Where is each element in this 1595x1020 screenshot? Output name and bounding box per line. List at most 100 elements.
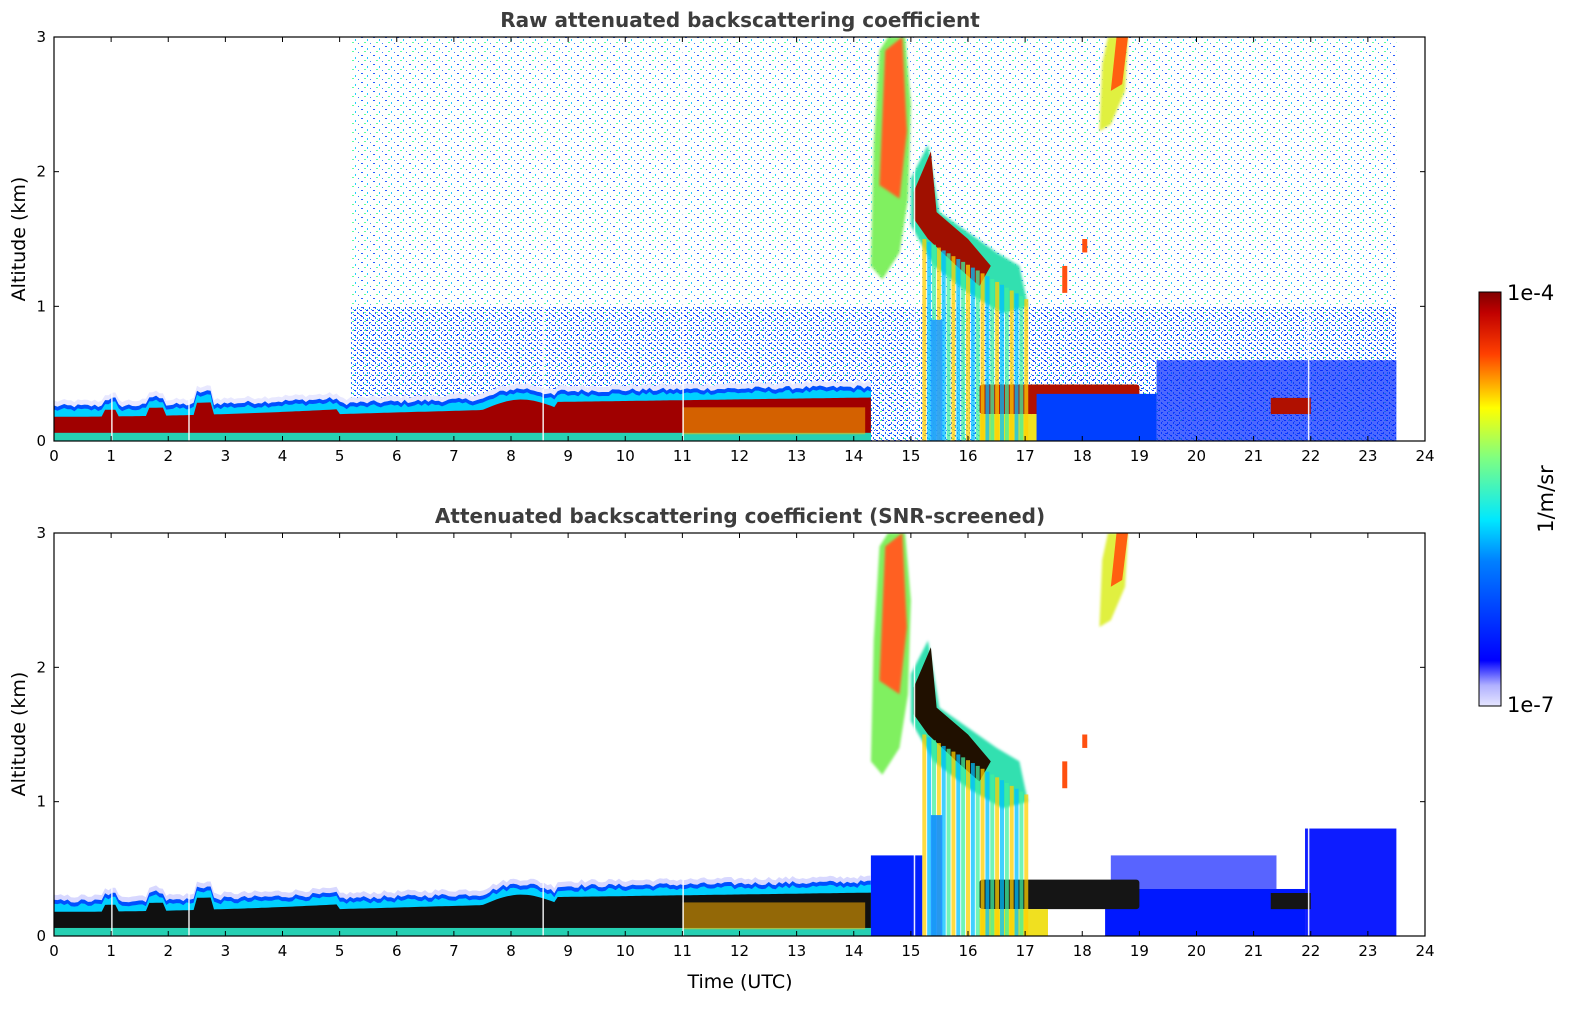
data-gap-line: [188, 533, 190, 936]
heatmap-raw: [54, 37, 1425, 441]
x-tick-label: 19: [1130, 942, 1149, 960]
bl-core: [54, 397, 871, 433]
y-axis-label-screened: Altitude (km): [8, 672, 30, 797]
data-gap-line: [111, 533, 113, 936]
cloud-plume-core: [879, 37, 907, 199]
data-gap-line: [682, 37, 684, 441]
precip-streak: [1009, 785, 1014, 936]
precip-streak: [980, 273, 985, 441]
precip-streak: [1024, 299, 1029, 441]
precip-streak: [975, 270, 980, 441]
x-tick-label: 12: [730, 942, 749, 960]
x-tick-label: 2: [163, 942, 173, 960]
x-tick-label: 24: [1415, 942, 1434, 960]
colorbar-min-label: 1e-7: [1507, 693, 1554, 717]
colorbar-gradient: [1478, 291, 1502, 707]
precip-streak: [946, 748, 951, 936]
x-tick-label: 22: [1301, 942, 1320, 960]
precip-streak: [1024, 794, 1029, 936]
data-gap-line: [682, 533, 684, 936]
x-tick-label: 13: [787, 447, 806, 465]
precip-streak: [966, 264, 971, 441]
x-tick-label: 7: [449, 447, 459, 465]
x-tick-label: 19: [1130, 447, 1149, 465]
data-gap-line: [1307, 533, 1310, 936]
x-tick-label: 23: [1358, 447, 1377, 465]
cloud-wisp: [1062, 761, 1068, 789]
x-tick-label: 14: [844, 447, 863, 465]
x-tick-label: 3: [221, 447, 231, 465]
x-tick-label: 17: [1016, 447, 1035, 465]
x-tick-label: 16: [958, 447, 977, 465]
x-tick-label: 18: [1073, 447, 1092, 465]
x-ticks-screened: 0 1 2 3 4 5 6 7 8 9 10 11 12 13 14 15 16 17 18 19 20 21 22 23 24: [49, 533, 1435, 960]
bl-surface: [54, 432, 871, 441]
precip-streak: [961, 757, 966, 936]
x-tick-label: 1: [106, 942, 116, 960]
x-tick-label: 10: [616, 447, 635, 465]
precip-streak: [970, 763, 975, 936]
x-tick-label: 3: [221, 942, 231, 960]
y-axis-label-raw: Altitude (km): [8, 177, 30, 302]
cloud-layer-core: [913, 151, 991, 287]
evening-surface-blue: [1036, 393, 1157, 441]
x-tick-label: 8: [506, 447, 516, 465]
x-tick-label: 15: [901, 942, 920, 960]
precip-streak: [1009, 290, 1014, 441]
x-tick-label: 9: [563, 942, 573, 960]
precip-streak: [995, 777, 1000, 936]
precip-streak: [927, 241, 932, 441]
x-tick-label: 21: [1244, 447, 1263, 465]
precip-streak: [1004, 287, 1009, 441]
no-data-region: [1396, 533, 1425, 936]
precip-streak: [970, 267, 975, 441]
x-tick-label: 10: [616, 942, 635, 960]
panel-raw: Raw attenuated backscattering coefficien…: [8, 8, 1435, 465]
x-tick-label: 20: [1187, 447, 1206, 465]
precip-streak: [980, 768, 985, 936]
cloud-high-core: [1110, 37, 1128, 91]
x-tick-label: 5: [335, 447, 345, 465]
x-tick-label: 11: [673, 942, 692, 960]
x-tick-label: 6: [392, 942, 402, 960]
x-tick-label: 20: [1187, 942, 1206, 960]
x-tick-label: 5: [335, 942, 345, 960]
x-tick-label: 22: [1301, 447, 1320, 465]
precip-streak: [956, 754, 961, 936]
cloud-plume-core: [879, 533, 907, 695]
cloud-layer-core: [913, 647, 991, 782]
precip-streak: [927, 737, 932, 936]
x-tick-label: 8: [506, 942, 516, 960]
panel-raw-title: Raw attenuated backscattering coefficien…: [500, 8, 980, 32]
x-tick-label: 17: [1016, 942, 1035, 960]
precip-streak: [990, 774, 995, 936]
precip-streak: [922, 734, 927, 936]
colorbar: 1e-4 1e-7 1/m/sr: [1478, 281, 1558, 717]
precip-streak: [999, 780, 1004, 936]
y-tick-label: 1: [36, 793, 46, 811]
x-tick-label: 21: [1244, 942, 1263, 960]
precip-streak: [995, 281, 1000, 441]
residual-layer-b: [1305, 828, 1397, 936]
late-aerosol-patch: [1270, 893, 1311, 910]
precip-column: [930, 319, 943, 441]
data-gap-line: [913, 37, 916, 441]
precip-streak: [1019, 296, 1024, 441]
x-tick-label: 12: [730, 447, 749, 465]
data-gap-line: [111, 37, 113, 441]
x-axis-label: Time (UTC): [686, 971, 792, 993]
x-ticks-raw: 0 1 2 3 4 5 6 7 8 9 10 11 12 13 14 15 16 17 18 19 20 21 22 23 24: [49, 37, 1435, 465]
x-tick-label: 4: [278, 942, 288, 960]
x-tick-label: 14: [844, 942, 863, 960]
precip-streak: [985, 771, 990, 936]
precip-streak: [1014, 293, 1019, 441]
data-gap-line: [1307, 37, 1310, 441]
precip-streak: [941, 250, 946, 441]
precip-streak: [946, 253, 951, 441]
precip-streak: [985, 276, 990, 441]
x-tick-label: 15: [901, 447, 920, 465]
precip-streak: [966, 760, 971, 936]
x-tick-label: 24: [1415, 447, 1434, 465]
cloud-wisp: [1082, 239, 1088, 253]
y-tick-label: 0: [36, 432, 46, 450]
